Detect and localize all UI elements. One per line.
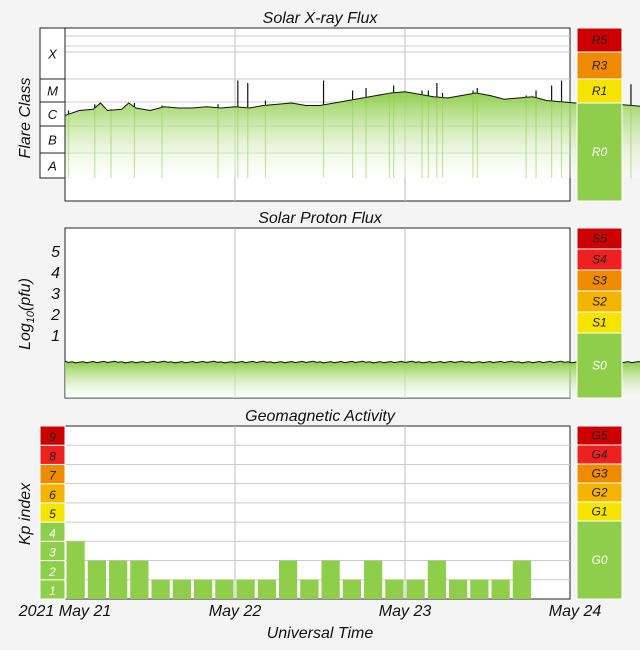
kp-bar	[172, 579, 191, 599]
kp-level-label: 1	[49, 584, 56, 598]
kp-bar	[342, 579, 361, 599]
scale-label: G2	[591, 486, 607, 500]
proton-tick-label: 2	[50, 307, 60, 324]
r-scale: R5 R3 R1 R0	[576, 27, 623, 202]
kp-level-label: 6	[49, 488, 56, 502]
kp-level-label: 7	[49, 469, 57, 483]
geomag-title: Geomagnetic Activity	[245, 408, 396, 425]
flare-class-box	[39, 27, 66, 80]
kp-bar	[385, 579, 404, 599]
proton-title: Solar Proton Flux	[258, 210, 383, 227]
kp-bar	[151, 579, 170, 599]
proton-tick-label: 1	[51, 328, 60, 345]
scale-label: R1	[592, 84, 607, 98]
kp-bar	[427, 560, 446, 599]
x-tick-may22: May 22	[209, 603, 262, 620]
kp-bar	[321, 560, 340, 599]
x-axis-label: Universal Time	[267, 625, 374, 642]
xray-ylabel: Flare Class	[17, 78, 34, 159]
kp-level-boxes: 1 2 3 4 5 6 7 8 9	[39, 425, 66, 600]
proton-ylabel-unit: (pfu)	[17, 278, 34, 311]
kp-bar	[470, 579, 489, 599]
kp-bar	[236, 579, 255, 599]
scale-label: S0	[592, 359, 607, 373]
scale-box	[576, 332, 623, 399]
kp-bar	[87, 560, 106, 599]
kp-level-box	[39, 425, 66, 446]
scale-box	[576, 27, 623, 53]
kp-bar	[364, 560, 383, 599]
kp-level-label: 5	[49, 507, 56, 521]
scale-label: S4	[592, 253, 607, 267]
scale-label: G5	[591, 429, 607, 443]
kp-bar	[257, 579, 276, 599]
proton-flux-line	[64, 360, 640, 364]
kp-plot-frame	[64, 425, 571, 600]
s-scale: S5 S4 S3 S2 S1 S0	[576, 227, 623, 399]
proton-ticks: 1 2 3 4 5	[50, 244, 60, 345]
xray-layer	[64, 80, 640, 178]
scale-label: R0	[592, 145, 608, 159]
scale-label: S5	[592, 232, 607, 246]
kp-bar	[512, 560, 531, 599]
xray-flux-line	[64, 91, 640, 116]
flare-class-label: A	[47, 159, 57, 174]
g-scale: G5 G4 G3 G2 G1 G0	[576, 425, 623, 600]
kp-bar	[406, 579, 425, 599]
scale-label: S2	[592, 295, 607, 309]
x-tick-may23: May 23	[379, 603, 432, 620]
kp-level-label: 9	[49, 430, 56, 444]
proton-flux-area	[65, 362, 640, 398]
kp-bar	[109, 560, 128, 599]
scale-label: G3	[591, 467, 607, 481]
kp-ylabel: Kp index	[17, 482, 34, 545]
xray-title: Solar X-ray Flux	[263, 10, 379, 27]
kp-bar	[66, 541, 85, 599]
scale-box	[576, 78, 623, 104]
proton-layer	[64, 360, 640, 398]
kp-level-label: 4	[49, 526, 56, 540]
x-tick-may21: 2021 May 21	[18, 603, 112, 620]
kp-level-label: 3	[49, 546, 56, 560]
flare-class-label: X	[47, 47, 58, 62]
kp-layer	[66, 541, 531, 599]
flare-class-label: M	[47, 84, 58, 99]
kp-level-label: 8	[49, 449, 56, 463]
proton-tick-label: 5	[51, 244, 60, 261]
proton-ylabel-sub: 10	[25, 310, 37, 323]
x-tick-may24: May 24	[549, 603, 602, 620]
scale-box	[576, 102, 623, 202]
scale-label: G1	[591, 505, 607, 519]
scale-label: G4	[591, 448, 607, 462]
flare-class-box	[39, 152, 66, 179]
proton-tick-label: 3	[51, 286, 60, 303]
kp-bar	[215, 579, 234, 599]
kp-bar	[491, 579, 510, 599]
kp-level-label: 2	[48, 565, 56, 579]
scale-label: G0	[591, 553, 607, 567]
flare-class-label: C	[48, 107, 58, 122]
kp-bar	[194, 579, 213, 599]
kp-bar	[300, 579, 319, 599]
flare-class-label: B	[48, 133, 57, 148]
proton-ylabel: Log10(pfu)	[17, 278, 37, 350]
scale-label: S3	[592, 274, 607, 288]
scale-label: S1	[592, 316, 607, 330]
scale-label: R5	[592, 33, 608, 47]
kp-bar	[449, 579, 468, 599]
proton-ylabel-main: Log	[17, 323, 34, 350]
scale-box	[576, 51, 623, 80]
scale-label: R3	[592, 59, 608, 73]
kp-bar	[130, 560, 149, 599]
scale-box	[576, 520, 623, 600]
kp-bar	[279, 560, 298, 599]
proton-tick-label: 4	[51, 265, 60, 282]
